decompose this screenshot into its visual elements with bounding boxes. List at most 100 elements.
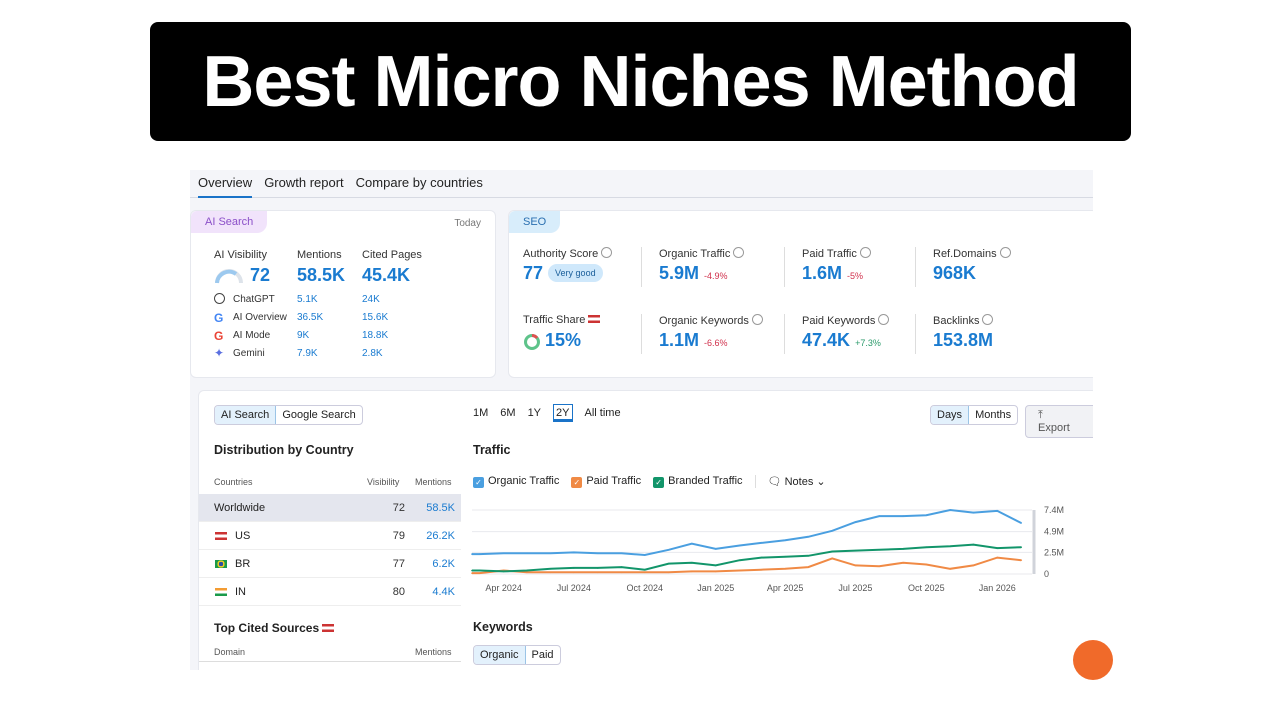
country-mentions[interactable]: 58.5K [426, 501, 455, 514]
data-point [596, 552, 599, 555]
days-toggle[interactable]: Days [931, 406, 970, 424]
data-point [854, 521, 857, 523]
metric-value[interactable]: 5.9M -4.9% [659, 263, 728, 284]
data-point [972, 511, 975, 514]
country-visibility: 77 [392, 557, 405, 570]
country-row[interactable]: US 79 26.2K [199, 522, 461, 550]
info-icon[interactable] [982, 314, 994, 325]
data-point [502, 570, 505, 573]
data-point [573, 567, 575, 569]
country-row[interactable]: IN 80 4.4K [199, 578, 461, 606]
help-button[interactable] [1073, 640, 1113, 680]
country-mentions[interactable]: 6.2K [432, 557, 455, 570]
info-icon[interactable] [751, 314, 763, 325]
platform-cited[interactable]: 24K [362, 294, 380, 305]
traffic-share-donut-icon [524, 334, 540, 350]
ai-search-toggle[interactable]: AI Search [215, 406, 277, 424]
metric-label: Authority Score [523, 247, 613, 260]
x-tick-label: Apr 2025 [767, 583, 804, 593]
data-point [996, 556, 999, 559]
data-point [878, 515, 881, 517]
checkbox-icon: ✓ [473, 477, 484, 488]
data-point [471, 569, 473, 572]
google-search-toggle[interactable]: Google Search [282, 409, 356, 421]
platform-mentions[interactable]: 7.9K [297, 348, 318, 359]
info-icon[interactable] [999, 247, 1011, 258]
divider [915, 314, 916, 354]
metric-value[interactable]: 1.6M -5% [802, 263, 863, 284]
platform-cited[interactable]: 18.8K [362, 330, 389, 341]
paid-toggle[interactable]: Paid [531, 649, 554, 661]
tab-compare-countries[interactable]: Compare by countries [355, 174, 483, 190]
country-visibility: 80 [392, 585, 405, 598]
legend-organic[interactable]: ✓ Organic Traffic [473, 475, 559, 488]
metric-value[interactable]: 968K [933, 263, 976, 284]
country-row[interactable]: BR 77 6.2K [199, 550, 461, 578]
metric-change: +7.3% [855, 338, 881, 348]
range-1m[interactable]: 1M [473, 407, 489, 419]
range-all-time[interactable]: All time [584, 407, 621, 419]
months-toggle[interactable]: Months [975, 409, 1012, 421]
data-point [667, 571, 670, 574]
notes-label: Notes [784, 476, 814, 488]
export-button[interactable]: ⤒ Export [1025, 405, 1093, 438]
metric-value[interactable]: 153.8M [933, 330, 993, 351]
visibility-label: AI Visibility [214, 249, 267, 261]
source-toggle: AI Search Google Search [214, 405, 363, 425]
data-point [691, 542, 693, 545]
data-point [878, 548, 881, 551]
info-icon[interactable] [733, 247, 745, 258]
divider [784, 314, 785, 354]
organic-toggle[interactable]: Organic [474, 646, 526, 664]
mentions-value: 58.5K [297, 265, 346, 285]
tab-overview[interactable]: Overview [198, 170, 253, 198]
mentions-label: Mentions [297, 249, 342, 261]
metric-label-text: Authority Score [523, 248, 599, 260]
legend-paid[interactable]: ✓ Paid Traffic [571, 475, 641, 488]
data-point [502, 552, 505, 555]
data-point [714, 548, 717, 550]
metric-value[interactable]: 77 Very good [523, 263, 603, 284]
data-point [760, 542, 763, 544]
data-point [902, 548, 904, 550]
country-row[interactable]: Worldwide 72 58.5K [199, 494, 461, 522]
metric-value-text: 15% [545, 330, 582, 350]
range-1y[interactable]: 1Y [527, 407, 542, 419]
metric-value-text: 153.8M [933, 330, 994, 350]
data-point [471, 572, 473, 574]
data-point [643, 554, 646, 556]
country-flag-icon [215, 531, 227, 540]
country-flag-icon [215, 559, 227, 568]
country-flag-icon [215, 587, 227, 596]
metric-value[interactable]: 1.1M -6.6% [659, 330, 728, 351]
metric-value[interactable]: 15% [545, 330, 581, 351]
platform-mentions[interactable]: 9K [297, 330, 310, 341]
data-point [573, 551, 575, 554]
data-point [807, 555, 810, 557]
tab-growth-report[interactable]: Growth report [264, 174, 344, 190]
data-point [738, 569, 741, 572]
country-mentions[interactable]: 4.4K [432, 585, 455, 598]
info-icon[interactable] [601, 247, 613, 258]
legend-branded[interactable]: ✓ Branded Traffic [653, 475, 743, 488]
ai-search-pill: AI Search [191, 211, 268, 233]
metric-value[interactable]: 47.4K +7.3% [802, 330, 881, 351]
range-6m[interactable]: 6M [500, 407, 516, 419]
country-name: US [235, 529, 251, 542]
notes-dropdown[interactable]: 🗨 Notes ⌄ [754, 475, 826, 488]
data-point [1020, 559, 1023, 561]
platform-cited[interactable]: 15.6K [362, 312, 389, 323]
range-2y[interactable]: 2Y [553, 404, 573, 422]
platform-cited[interactable]: 2.8K [362, 348, 383, 359]
y-tick-label: 7.4M [1044, 505, 1064, 515]
cited-sources-label: Top Cited Sources [214, 621, 320, 635]
info-icon[interactable] [878, 314, 890, 325]
platform-mentions[interactable]: 5.1K [297, 294, 318, 305]
info-icon[interactable] [859, 247, 871, 258]
country-mentions[interactable]: 26.2K [426, 529, 455, 542]
x-tick-label: Oct 2025 [908, 583, 945, 593]
data-point [667, 548, 670, 551]
google-icon: G [214, 311, 224, 325]
platform-mentions[interactable]: 36.5K [297, 312, 324, 323]
metric-change: -5% [847, 271, 864, 281]
